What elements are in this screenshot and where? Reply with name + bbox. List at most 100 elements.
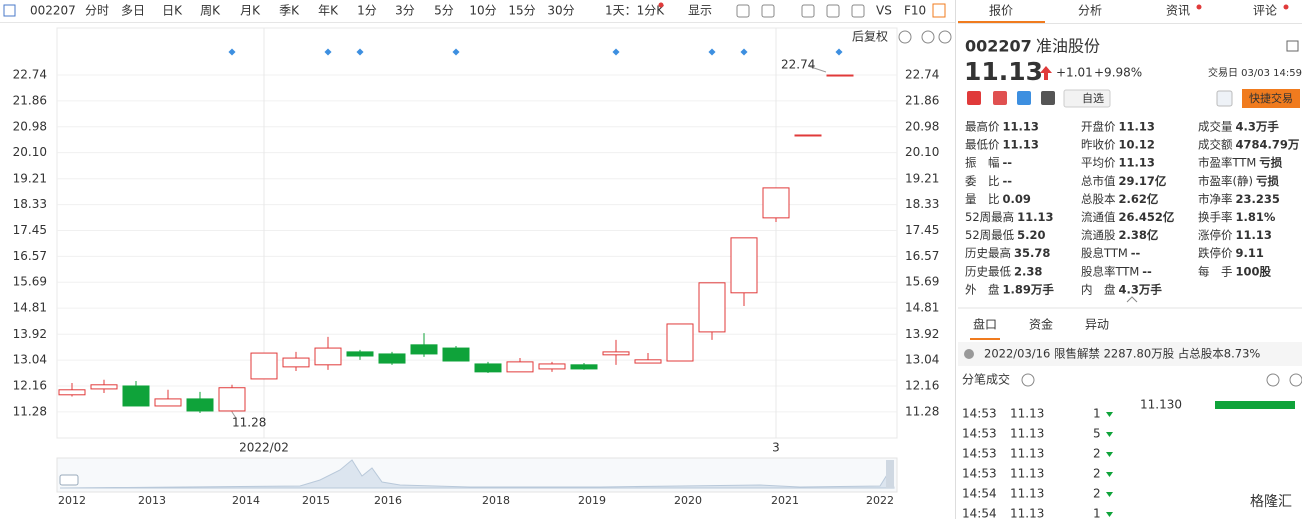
- layout-icon[interactable]: [932, 3, 946, 18]
- event-dot[interactable]: [835, 48, 843, 56]
- panel-tab[interactable]: 资讯: [1166, 4, 1190, 18]
- period-tab[interactable]: 年K: [318, 4, 339, 18]
- up-arrow: [1040, 66, 1052, 80]
- period-tab[interactable]: 15分: [508, 4, 535, 18]
- menu-icon[interactable]: [1286, 40, 1299, 52]
- adjust-label[interactable]: 后复权: [852, 30, 888, 44]
- event-dot[interactable]: [228, 48, 236, 56]
- quick-trade-label: 快捷交易: [1249, 91, 1293, 105]
- y-tick-label-right: 21.86: [905, 93, 939, 107]
- badge-icon[interactable]: [1017, 91, 1031, 105]
- y-tick-label-right: 22.74: [905, 68, 939, 82]
- red-dot: [658, 2, 664, 8]
- period-tab[interactable]: 分时: [85, 4, 109, 18]
- sub-tab[interactable]: 盘口: [973, 317, 997, 332]
- trade-price: 11.13: [1010, 407, 1044, 421]
- panel-tab[interactable]: 分析: [1078, 4, 1102, 18]
- badge-icon[interactable]: [1041, 91, 1055, 105]
- event-dot[interactable]: [612, 48, 620, 56]
- stock-code[interactable]: 002207: [30, 4, 76, 18]
- zoom-icon[interactable]: [898, 30, 912, 44]
- zoom-icon[interactable]: [921, 30, 935, 44]
- stat-label: 内 盘: [1081, 282, 1116, 296]
- overview-window[interactable]: [886, 460, 894, 488]
- y-tick-label-right: 16.57: [905, 249, 939, 263]
- watermark: 格隆汇: [1250, 494, 1292, 510]
- period-tab[interactable]: 3分: [395, 4, 415, 18]
- period-tab[interactable]: 10分: [469, 4, 496, 18]
- trade-time: 14:54: [962, 487, 997, 501]
- panel-change-pct: +9.98%: [1094, 66, 1142, 80]
- event-dot[interactable]: [356, 48, 364, 56]
- panel-tab[interactable]: 评论: [1253, 4, 1277, 18]
- stat-label: 52周最低: [965, 228, 1015, 242]
- tool-icon[interactable]: [801, 4, 815, 18]
- min-pointer: [231, 411, 237, 419]
- sidebar-icon[interactable]: [3, 4, 16, 17]
- help-icon[interactable]: [1021, 373, 1035, 387]
- sell-arrow: [1106, 472, 1113, 477]
- more-icon[interactable]: [1266, 373, 1280, 387]
- y-tick-label-right: 14.81: [905, 301, 939, 315]
- trade-volume: 2: [1093, 447, 1101, 461]
- tool-icon[interactable]: [736, 4, 750, 18]
- y-tick-label-left: 12.16: [13, 378, 47, 392]
- stat-value: 1.81%: [1236, 210, 1276, 224]
- stat-label: 总市值: [1081, 174, 1116, 188]
- trade-time: 14:54: [962, 507, 997, 519]
- f10-button[interactable]: F10: [904, 4, 926, 18]
- overview-handle[interactable]: [59, 474, 79, 486]
- display-menu[interactable]: 显示: [688, 4, 712, 18]
- period-tab[interactable]: 季K: [279, 4, 300, 18]
- tab-dot: [1196, 4, 1202, 10]
- candle-body: [570, 364, 598, 370]
- watch-button[interactable]: [1063, 89, 1111, 108]
- period-select[interactable]: 1天：1分K: [605, 4, 665, 18]
- y-tick-label-right: 20.10: [905, 145, 939, 159]
- event-dot[interactable]: [452, 48, 460, 56]
- sub-tab[interactable]: 异动: [1085, 318, 1109, 332]
- event-dot[interactable]: [740, 48, 748, 56]
- sub-tab[interactable]: 资金: [1029, 317, 1053, 332]
- panel-code: 002207: [965, 37, 1032, 56]
- period-tab[interactable]: 30分: [547, 4, 574, 18]
- tool-icon[interactable]: [826, 4, 840, 18]
- event-dot[interactable]: [708, 48, 716, 56]
- tool-icon[interactable]: [761, 4, 775, 18]
- badge-icon[interactable]: [967, 91, 981, 105]
- candle-body: [410, 344, 438, 355]
- period-tab[interactable]: 周K: [200, 4, 221, 18]
- stat-value: --: [1131, 246, 1141, 260]
- stat-label: 成交额: [1198, 138, 1233, 152]
- panel-tab[interactable]: 报价: [989, 3, 1013, 18]
- bell-icon[interactable]: [1216, 90, 1233, 107]
- panel-price: 11.13: [964, 57, 1043, 86]
- candle-body: [186, 398, 214, 412]
- period-tab[interactable]: 1分: [357, 4, 377, 18]
- y-tick-label-right: 19.21: [905, 171, 939, 185]
- badge-icon[interactable]: [993, 91, 1007, 105]
- divider-caret: [1126, 296, 1138, 303]
- stat-value: 29.17亿: [1119, 174, 1167, 188]
- candle-body: [506, 361, 534, 373]
- overview-year: 2020: [674, 494, 702, 507]
- zoom-icon[interactable]: [938, 30, 952, 44]
- period-tab[interactable]: 日K: [162, 4, 183, 18]
- period-tab[interactable]: 月K: [240, 4, 261, 18]
- left-bg: [0, 0, 955, 519]
- stat-label: 跌停价: [1198, 246, 1233, 260]
- y-tick-label-left: 11.28: [13, 404, 47, 418]
- more-icon[interactable]: [1289, 373, 1302, 387]
- period-tab[interactable]: 5分: [434, 4, 454, 18]
- sell-arrow: [1106, 512, 1113, 517]
- overview-year: 2013: [138, 494, 166, 507]
- vs-button[interactable]: VS: [876, 4, 892, 18]
- quick-trade-button[interactable]: [1242, 89, 1300, 108]
- candle-body: [250, 352, 278, 380]
- period-tab[interactable]: 多日: [121, 4, 145, 18]
- event-dot[interactable]: [324, 48, 332, 56]
- trade-price: 11.13: [1010, 467, 1044, 481]
- stat-value: 2.38: [1014, 264, 1042, 278]
- plot-frame: [56, 27, 898, 439]
- tool-icon[interactable]: [851, 4, 865, 18]
